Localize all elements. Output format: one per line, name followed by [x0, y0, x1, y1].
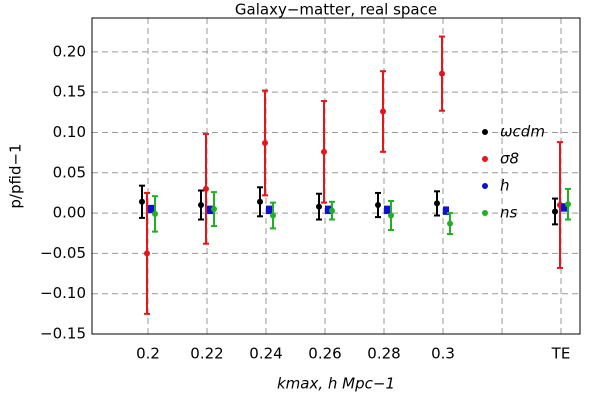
- point: [270, 212, 276, 219]
- point: [152, 210, 158, 217]
- y-tick-label: 0.15: [53, 83, 86, 101]
- point: [148, 206, 154, 213]
- y-tick-label: −0.05: [40, 244, 86, 262]
- y-tick-label: 0.20: [53, 42, 86, 60]
- point: [207, 206, 213, 213]
- x-tick-label: 0.22: [190, 345, 223, 363]
- point: [388, 212, 394, 219]
- x-tick-label: 0.28: [367, 345, 400, 363]
- point: [262, 139, 268, 146]
- y-tick-label: 0.10: [53, 123, 86, 141]
- point: [257, 198, 263, 205]
- point: [443, 207, 449, 214]
- legend-marker: [482, 210, 488, 216]
- point: [561, 204, 567, 211]
- y-tick-label: 0.00: [53, 204, 86, 222]
- point: [384, 206, 390, 213]
- point: [203, 185, 209, 192]
- legend-marker: [482, 183, 488, 189]
- plot-frame: [91, 17, 581, 335]
- y-tick-label: 0.05: [53, 163, 86, 181]
- point: [266, 206, 272, 213]
- point: [329, 207, 335, 214]
- y-axis-label: p/pfid−1: [7, 143, 25, 208]
- x-tick-label: 0.26: [308, 345, 341, 363]
- point: [325, 206, 331, 213]
- y-tick-label: −0.15: [40, 325, 86, 343]
- point: [552, 208, 558, 215]
- y-tick-label: −0.10: [40, 284, 86, 302]
- point: [380, 108, 386, 115]
- point: [439, 70, 445, 77]
- legend-label: ns: [500, 204, 518, 222]
- point: [139, 198, 145, 205]
- point: [211, 206, 217, 213]
- legend-marker: [482, 156, 488, 162]
- x-tick-label: 0.3: [431, 345, 455, 363]
- x-axis-label: kmax, h Mpc−1: [277, 375, 395, 393]
- x-tick-label: 0.2: [136, 345, 160, 363]
- point: [434, 200, 440, 207]
- point: [321, 148, 327, 155]
- legend-label: ωcdm: [500, 123, 545, 141]
- legend-label: h: [500, 177, 510, 195]
- legend-marker: [482, 129, 488, 135]
- chart-title: Galaxy−matter, real space: [235, 1, 437, 19]
- point: [316, 203, 322, 210]
- point: [198, 202, 204, 209]
- point: [144, 250, 150, 257]
- point: [375, 202, 381, 209]
- x-tick-label: 0.24: [249, 345, 282, 363]
- x-tick-label: TE: [551, 345, 571, 363]
- legend-label: σ8: [500, 150, 519, 168]
- point: [447, 220, 453, 227]
- point: [565, 201, 571, 208]
